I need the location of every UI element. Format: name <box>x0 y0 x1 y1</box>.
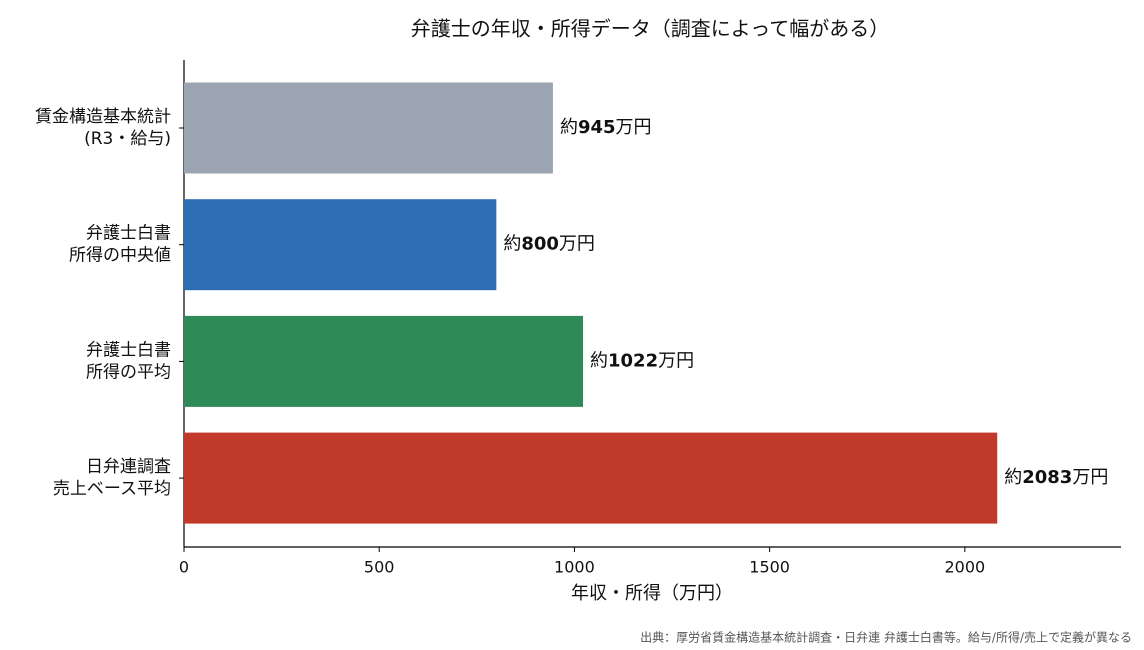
x-tick-label: 500 <box>364 558 395 577</box>
bar <box>184 315 584 407</box>
value-label: 約2083万円 <box>1004 467 1108 488</box>
value-label: 約1022万円 <box>590 350 694 371</box>
y-tick-label: 賃金構造基本統計 <box>35 107 171 127</box>
value-label: 約945万円 <box>560 117 652 138</box>
bar <box>184 82 553 174</box>
y-tick-label: 所得の平均 <box>86 362 171 382</box>
y-tick-label: 売上ベース平均 <box>53 479 171 499</box>
y-tick-label: 日弁連調査 <box>86 457 171 477</box>
x-axis-label: 年収・所得（万円） <box>571 583 733 604</box>
x-tick-label: 1000 <box>554 558 595 577</box>
value-label: 約800万円 <box>503 234 595 255</box>
x-tick-label: 2000 <box>944 558 985 577</box>
source-note: 出典：厚労省賃金構造基本統計調査・日弁連 弁護士白書等。給与/所得/売上で定義が… <box>640 630 1132 645</box>
x-tick-label: 1500 <box>749 558 790 577</box>
y-tick-label: (R3・給与) <box>84 129 171 149</box>
y-tick-label: 弁護士白書 <box>86 224 171 244</box>
y-tick-label: 所得の中央値 <box>69 246 171 266</box>
x-tick-label: 0 <box>179 558 189 577</box>
chart-title: 弁護士の年収・所得データ（調査によって幅がある） <box>411 17 889 41</box>
bar <box>184 199 497 291</box>
bar <box>184 432 998 524</box>
y-tick-label: 弁護士白書 <box>86 340 171 360</box>
